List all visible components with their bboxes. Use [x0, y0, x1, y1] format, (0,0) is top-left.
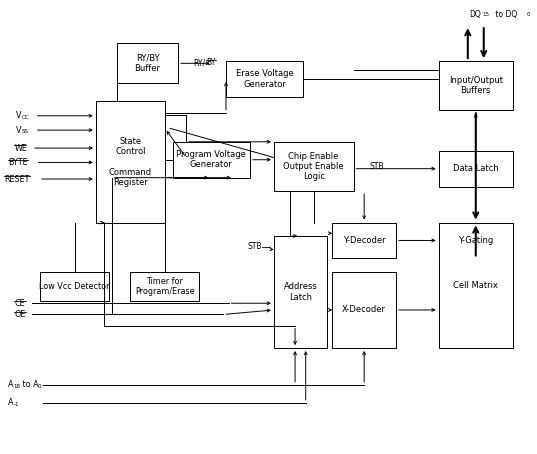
- Text: RESET: RESET: [4, 174, 29, 183]
- Text: A: A: [8, 380, 13, 390]
- Text: CE: CE: [14, 299, 25, 308]
- Bar: [130, 272, 199, 301]
- Text: 0: 0: [38, 384, 41, 389]
- Text: Low Vcc Detector: Low Vcc Detector: [39, 282, 110, 291]
- Text: Address
Latch: Address Latch: [284, 282, 317, 302]
- Text: 18: 18: [13, 384, 20, 389]
- Bar: [40, 272, 109, 301]
- Bar: [439, 222, 513, 348]
- Text: to DQ: to DQ: [493, 10, 517, 19]
- Text: State
Control

Command
Register: State Control Command Register: [109, 137, 152, 188]
- Bar: [173, 142, 250, 178]
- Text: STB: STB: [248, 242, 262, 251]
- Text: Timer for
Program/Erase: Timer for Program/Erase: [135, 277, 195, 296]
- Text: SS: SS: [21, 129, 28, 134]
- Text: CC: CC: [21, 114, 29, 120]
- Text: Chip Enable
Output Enable
Logic: Chip Enable Output Enable Logic: [284, 152, 344, 181]
- Text: A: A: [8, 398, 13, 407]
- Text: Erase Voltage
Generator: Erase Voltage Generator: [236, 69, 293, 89]
- Text: 15: 15: [482, 12, 489, 17]
- Text: STB: STB: [369, 163, 384, 172]
- Text: WE: WE: [14, 143, 27, 153]
- Bar: [274, 236, 327, 348]
- Text: RY/: RY/: [193, 59, 205, 67]
- Text: OE: OE: [14, 310, 26, 319]
- Bar: [274, 142, 353, 191]
- Text: to A: to A: [20, 380, 39, 390]
- Text: BY: BY: [206, 59, 216, 67]
- Text: Input/Output
Buffers: Input/Output Buffers: [449, 76, 503, 95]
- Text: -1: -1: [13, 402, 19, 407]
- Text: RY/BY
Buffer: RY/BY Buffer: [135, 54, 161, 73]
- Text: V: V: [16, 126, 21, 135]
- Bar: [117, 43, 178, 84]
- Bar: [439, 61, 513, 110]
- Text: 0: 0: [526, 12, 530, 17]
- Bar: [332, 222, 396, 258]
- Bar: [332, 272, 396, 348]
- Bar: [439, 151, 513, 187]
- Text: Cell Matrix: Cell Matrix: [453, 281, 498, 290]
- Text: Program Voltage
Generator: Program Voltage Generator: [177, 150, 246, 169]
- Text: DQ: DQ: [469, 10, 481, 19]
- Text: Y-Decoder: Y-Decoder: [343, 236, 386, 245]
- Text: X-Decoder: X-Decoder: [342, 306, 386, 315]
- Text: BYTE: BYTE: [8, 158, 28, 167]
- Bar: [439, 222, 513, 258]
- Text: Y-Gating: Y-Gating: [458, 236, 494, 245]
- Bar: [226, 61, 303, 97]
- Text: Data Latch: Data Latch: [453, 164, 498, 173]
- Text: V: V: [16, 111, 21, 120]
- Bar: [96, 101, 165, 222]
